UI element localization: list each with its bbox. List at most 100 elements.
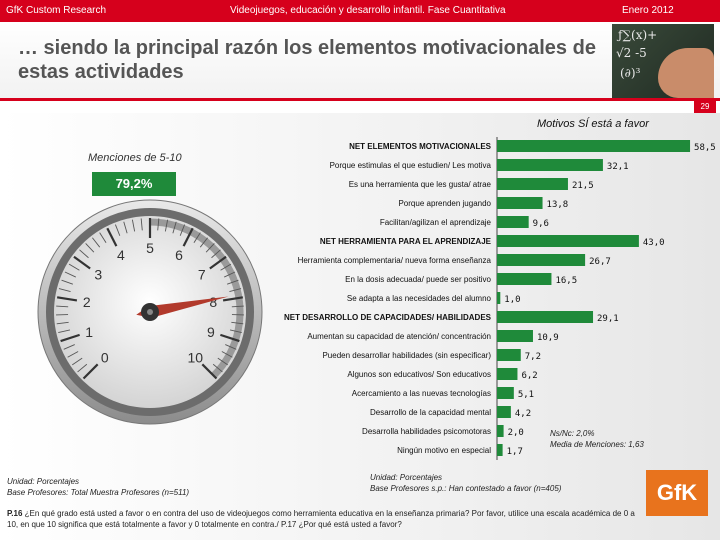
gauge-minor-tick [114,224,121,236]
gauge-scale-6: 6 [175,247,183,263]
gauge-minor-tick [72,357,83,366]
value-label-3: 13,8 [547,200,569,210]
gauge-minor-tick [211,249,221,259]
bar-7 [497,273,552,285]
value-label-4: 9,6 [533,219,549,229]
hand-image [658,48,714,98]
gauge-scale-3: 3 [94,266,102,282]
gauge-minor-tick [217,357,228,366]
bar-label-16: Ningún motivo en especial [397,446,491,455]
question-label: P.16 [7,509,23,518]
bar-16 [497,444,503,456]
bar-label-8: Se adapta a las necesidades del alumno [347,294,492,303]
gauge-minor-tick [77,363,88,373]
gauge-minor-tick [224,271,236,278]
gauge-label: Menciones de 5-10 [88,152,182,164]
chalkboard-photo: ƒ∑(x)+ √2 -5 (∂)³ [612,24,714,98]
bar-label-2: Es una herramienta que les gusta/ atrae [349,180,492,189]
value-label-6: 26,7 [589,257,611,267]
gauge-major-tick [182,227,194,247]
bar-12 [497,368,518,380]
value-label-8: 1,0 [504,295,520,305]
chalk-writing: √2 -5 [616,46,647,60]
gauge-minor-tick [221,351,233,358]
bar-1 [497,159,603,171]
gauge-minor-tick [164,219,169,232]
gauge-minor-tick [172,221,177,234]
gauge-major-tick [73,255,91,270]
bar-0 [497,140,691,152]
gauge-minor-tick [140,218,143,231]
value-label-10: 10,9 [537,333,559,343]
gauge-minor-tick [85,243,95,253]
gfk-logo: GfK [646,470,708,516]
gauge-minor-tick [56,305,69,308]
base-note-left: Unidad: Porcentajes Base Profesores: Tot… [7,476,189,498]
bar-label-1: Porque estimulas el que estudien/ Les mo… [330,161,492,170]
value-label-11: 7,2 [525,352,541,362]
value-label-14: 4,2 [515,409,531,419]
unit-note: Unidad: Porcentajes [7,477,80,486]
gauge-minor-tick [123,221,128,234]
gauge-minor-tick [212,363,223,373]
bar-label-3: Porque aprenden jugando [398,199,491,208]
unit-note: Unidad: Porcentajes [370,473,443,482]
gauge-major-tick [222,296,244,302]
value-label-7: 16,5 [555,276,577,286]
gauge-minor-tick [231,321,244,325]
base-note-right: Unidad: Porcentajes Base Profesores s.p.… [370,472,561,494]
gauge-minor-tick [231,305,244,308]
bar-11 [497,349,521,361]
header-company: GfK Custom Research [6,5,107,16]
gauge-scale-4: 4 [117,247,125,263]
question-text: P.16 ¿En qué grado está usted a favor o … [7,508,647,530]
gauge-major-tick [82,363,99,380]
gauge-minor-tick [225,344,237,350]
bar-2 [497,178,568,190]
gauge-needle [136,296,229,318]
bar-label-10: Aumentan su capacidad de atención/ conce… [307,332,491,341]
bar-6 [497,254,586,266]
bar-3 [497,197,543,209]
bar-label-12: Algunos son educativos/ Son educativos [347,370,491,379]
gauge-scale-9: 9 [207,324,215,340]
value-label-13: 5,1 [518,390,534,400]
bar-label-0: NET ELEMENTOS MOTIVACIONALES [349,142,492,151]
gauge-minor-tick [58,288,71,293]
bar-13 [497,387,514,399]
gauge-minor-tick [61,279,74,285]
bar-9 [497,311,594,323]
bar-8 [497,292,501,304]
value-label-9: 29,1 [597,314,619,324]
bar-10 [497,330,533,342]
gauge-minor-tick [56,321,69,325]
gauge-minor-tick [131,219,136,232]
value-label-16: 1,7 [507,447,523,457]
gauge-scale-7: 7 [198,266,206,282]
bar-label-7: En la dosis adecuada/ puede ser positivo [345,275,491,284]
gauge-minor-tick [92,237,101,248]
ns-nc-note: Ns/Nc: 2,0% [550,429,595,438]
gauge-scale-5: 5 [146,240,154,256]
gauge-scale-0: 0 [101,349,109,365]
gauge-minor-tick [63,344,75,350]
gauge-minor-tick [179,224,186,236]
question-body: ¿En qué grado está usted a favor o en co… [7,509,635,529]
gauge-minor-tick [205,243,215,253]
base-note: Base Profesores: Total Muestra Profesore… [7,488,190,497]
value-label-1: 32,1 [607,162,629,172]
header-bar: GfK Custom Research Videojuegos, educaci… [0,0,720,22]
bar-label-4: Facilitan/agilizan el aprendizaje [380,218,492,227]
gauge-minor-tick [64,271,76,278]
gauge-minor-tick [193,232,201,244]
header-date: Enero 2012 [622,5,674,16]
bar-label-14: Desarrollo de la capacidad mental [370,408,491,417]
gauge-minor-tick [67,351,79,358]
gauge-minor-tick [68,263,80,271]
gauge-minor-tick [229,288,242,293]
gauge-zone-arc [149,218,244,379]
title-divider [0,98,720,101]
base-note: Base Profesores s.p.: Han contestado a f… [370,484,562,493]
bar-label-6: Herramienta complementaria/ nueva forma … [298,256,492,265]
